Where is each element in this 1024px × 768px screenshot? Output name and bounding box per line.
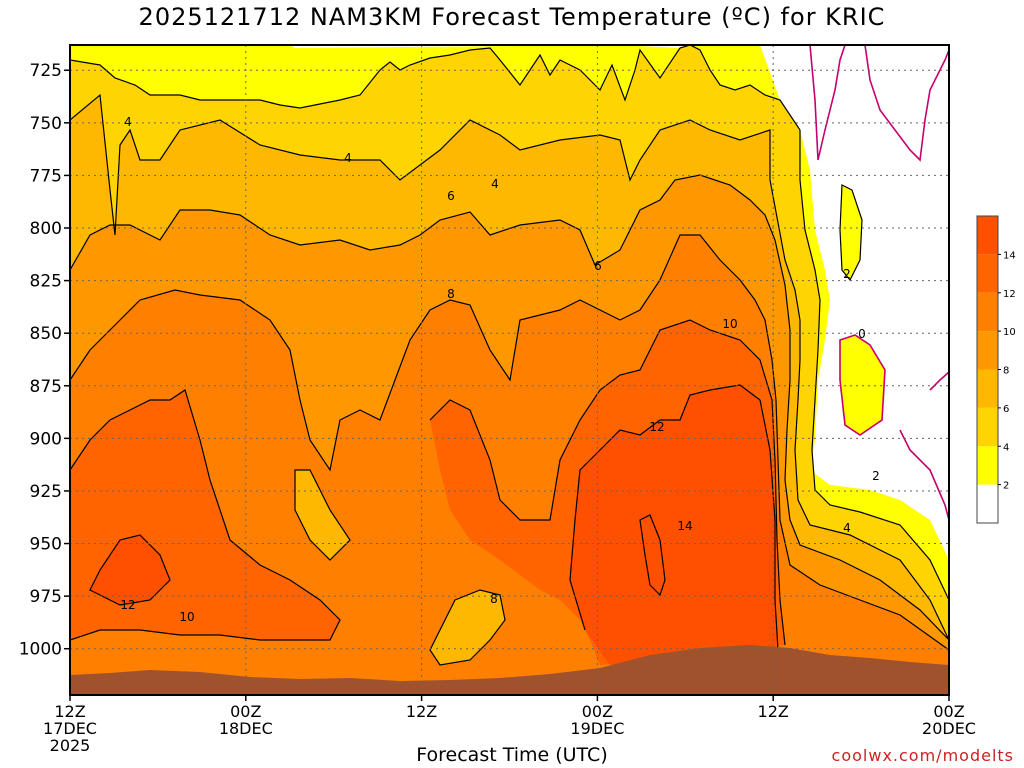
contour-label: 0 [858,327,866,341]
x-tick-label: 17DEC [43,719,97,738]
x-tick-label: 2025 [50,736,91,755]
colorbar-tick-label: 10 [1003,327,1016,338]
y-tick-label: 750 [30,114,62,134]
x-tick-label: 12Z [758,702,789,721]
contour-label: 10 [722,317,737,331]
x-tick-label: 12Z [406,702,437,721]
y-tick-label: 950 [30,535,62,555]
colorbar-swatch [977,216,998,255]
colorbar-swatch [977,254,998,293]
contour-label: 8 [447,287,455,301]
y-tick-label: 725 [30,61,62,81]
y-tick-label: 925 [30,482,62,502]
colorbar-tick-label: 4 [1003,442,1009,453]
y-tick-label: 900 [30,429,62,449]
contour-label: 2 [843,267,851,281]
colorbar-swatch [977,331,998,370]
y-tick-label: 975 [30,587,62,607]
colorbar-swatch [977,369,998,408]
plot-frame [69,44,950,696]
contour-label: 8 [490,592,498,606]
credit-link[interactable]: coolwx.com/modelts [831,746,1014,765]
y-tick-label: 1000 [19,640,62,660]
x-tick-label: 18DEC [219,719,273,738]
colorbar-swatch [977,484,998,523]
y-tick-label: 850 [30,324,62,344]
terrain [70,645,949,695]
colorbar-swatch [977,292,998,332]
colorbar-tick-label: 12 [1003,289,1016,300]
x-tick-label: 00Z [933,702,964,721]
isotherms [70,45,949,666]
y-tick-label: 825 [30,272,62,292]
pocket-yellow-1 [840,185,862,280]
contour-label: 12 [649,420,664,434]
contour-label: 6 [594,259,602,273]
y-tick-label: 800 [30,219,62,239]
pocket-warm-1 [640,515,665,595]
colorbar-tick-label: 14 [1003,250,1016,261]
band-14-16 [90,385,778,665]
colorbar-tick-label: 6 [1003,404,1009,415]
contour-label: 4 [843,521,851,535]
contour-label: 2 [872,469,880,483]
grid-lines [70,45,949,695]
x-tick-label: 00Z [230,702,261,721]
y-tick-label: 875 [30,377,62,397]
colorbar-swatch [977,407,998,447]
chart-title: 2025121712 NAM3KM Forecast Temperature (… [138,3,886,31]
colorbar-tick-label: 2 [1003,481,1009,492]
x-axis-label: Forecast Time (UTC) [416,744,608,766]
contour-labels: 4 4 4 6 6 8 10 12 14 10 12 8 2 0 2 4 [120,115,879,624]
contour-label: 4 [491,177,499,191]
x-tick-label: 19DEC [570,719,624,738]
freezing-line [809,45,949,521]
contour-label: 10 [179,610,194,624]
x-tick-label: 20DEC [922,719,976,738]
contour-label: 4 [124,115,132,129]
temperature-field [70,45,949,695]
colorbar-swatch [977,446,998,485]
colorbar-tick-label: 8 [1003,366,1009,377]
pocket-cool-2 [430,590,505,665]
y-tick-label: 775 [30,166,62,186]
contour-label: 4 [344,151,352,165]
contour-label: 12 [120,598,135,612]
colorbar: 2 4 6 8 10 12 14 [976,215,1016,524]
y-axis: 725 750 775 800 825 850 875 900 925 950 975 1000 [19,61,70,660]
x-tick-label: 12Z [54,702,85,721]
contour-label: 14 [677,519,692,533]
x-tick-label: 00Z [582,702,613,721]
pocket-yellow-2 [840,335,885,435]
contour-label: 6 [447,189,455,203]
